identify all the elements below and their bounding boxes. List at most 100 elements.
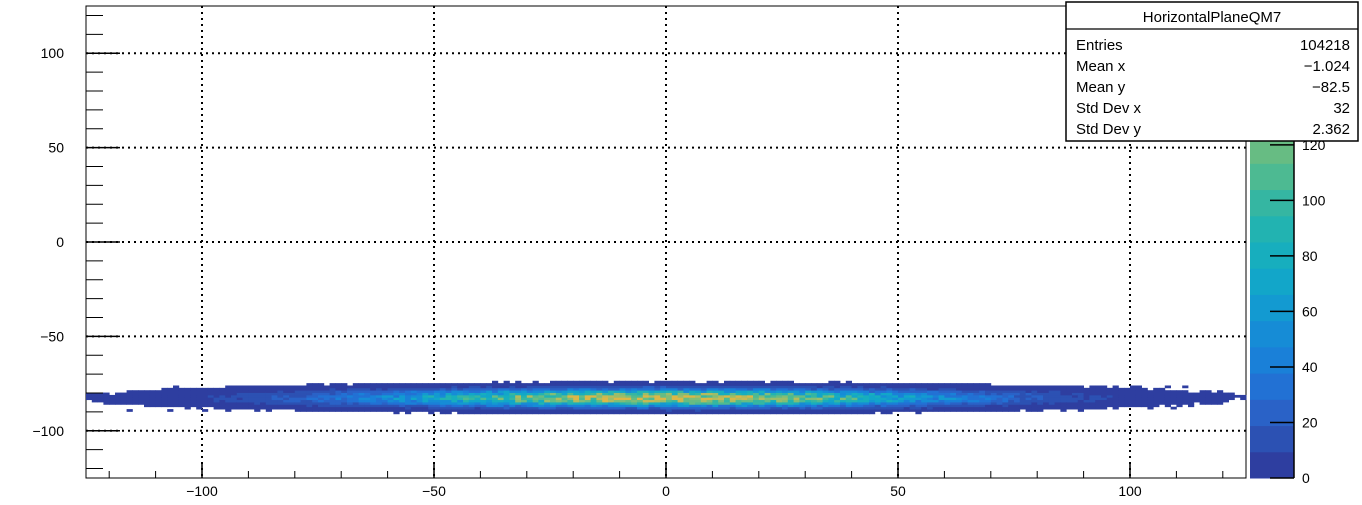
histogram-cell bbox=[1135, 392, 1142, 396]
histogram-cell bbox=[544, 404, 551, 408]
histogram-cell bbox=[521, 399, 528, 403]
histogram-cell bbox=[584, 392, 591, 396]
histogram-cell bbox=[1066, 392, 1073, 396]
histogram-cell bbox=[300, 397, 307, 401]
histogram-cell bbox=[550, 404, 557, 408]
histogram-cell bbox=[213, 390, 220, 393]
histogram-cell bbox=[822, 409, 829, 412]
histogram-cell bbox=[457, 399, 464, 403]
histogram-cell bbox=[544, 383, 551, 386]
histogram-cell bbox=[439, 399, 446, 403]
histogram-cell bbox=[602, 394, 609, 398]
histogram-cell bbox=[352, 402, 359, 405]
histogram-cell bbox=[1130, 404, 1137, 408]
histogram-cell bbox=[410, 399, 417, 403]
histogram-cell bbox=[822, 406, 829, 410]
histogram-cell bbox=[289, 394, 296, 398]
histogram-cell bbox=[1205, 402, 1212, 405]
histogram-cell bbox=[787, 402, 794, 405]
histogram-cell bbox=[561, 402, 568, 405]
histogram-cell bbox=[364, 383, 371, 386]
histogram-cell bbox=[300, 406, 307, 410]
histogram-cell bbox=[903, 394, 910, 398]
histogram-cell bbox=[1228, 394, 1235, 398]
histogram-cell bbox=[712, 409, 719, 412]
histogram-cell bbox=[613, 387, 620, 391]
histogram-cell bbox=[167, 392, 174, 396]
histogram-cell bbox=[381, 394, 388, 398]
histogram-cell bbox=[393, 409, 400, 412]
histogram-cell bbox=[584, 409, 591, 412]
histogram-cell bbox=[474, 397, 481, 401]
histogram-cell bbox=[654, 404, 661, 408]
histogram-cell bbox=[845, 411, 852, 415]
histogram-cell bbox=[1159, 399, 1166, 403]
histogram-cell bbox=[370, 383, 377, 386]
histogram-cell bbox=[399, 394, 406, 398]
histogram-cell bbox=[718, 411, 725, 415]
histogram-cell bbox=[869, 402, 876, 405]
histogram-cell bbox=[196, 387, 203, 391]
histogram-cell bbox=[231, 397, 238, 401]
histogram-cell bbox=[335, 390, 342, 393]
histogram-cell bbox=[1153, 387, 1160, 391]
histogram-cell bbox=[950, 394, 957, 398]
histogram-cell bbox=[1199, 399, 1206, 403]
histogram-cell bbox=[990, 387, 997, 391]
histogram-cell bbox=[834, 387, 841, 391]
histogram-cell bbox=[869, 404, 876, 408]
histogram-cell bbox=[1048, 385, 1055, 389]
histogram-cell bbox=[683, 380, 690, 384]
histogram-cell bbox=[834, 392, 841, 396]
histogram-cell bbox=[1147, 399, 1154, 403]
histogram-cell bbox=[399, 404, 406, 408]
histogram-cell bbox=[666, 380, 673, 384]
histogram-cell bbox=[422, 394, 429, 398]
histogram-cell bbox=[793, 406, 800, 410]
histogram-cell bbox=[387, 383, 394, 386]
stats-value-mean-y: −82.5 bbox=[1312, 79, 1350, 96]
histogram-cell bbox=[776, 409, 783, 412]
histogram-cell bbox=[1066, 394, 1073, 398]
histogram-cell bbox=[637, 399, 644, 403]
histogram-cell bbox=[573, 399, 580, 403]
histogram-cell bbox=[219, 404, 226, 408]
histogram-cell bbox=[608, 387, 615, 391]
histogram-cell bbox=[863, 409, 870, 412]
histogram-cell bbox=[538, 402, 545, 405]
histogram-cell bbox=[973, 392, 980, 396]
histogram-cell bbox=[770, 385, 777, 389]
histogram-cell bbox=[347, 390, 354, 393]
histogram-cell bbox=[764, 390, 771, 393]
histogram-cell bbox=[503, 411, 510, 415]
histogram-cell bbox=[312, 390, 319, 393]
histogram-cell bbox=[196, 399, 203, 403]
histogram-cell bbox=[695, 385, 702, 389]
histogram-cell bbox=[352, 406, 359, 410]
histogram-cell bbox=[399, 385, 406, 389]
histogram-cell bbox=[1037, 394, 1044, 398]
histogram-cell bbox=[793, 397, 800, 401]
histogram-cell bbox=[1170, 402, 1177, 405]
histogram-cell bbox=[370, 392, 377, 396]
histogram-cell bbox=[990, 390, 997, 393]
histogram-cell bbox=[677, 411, 684, 415]
histogram-cell bbox=[497, 409, 504, 412]
histogram-cell bbox=[834, 406, 841, 410]
histogram-cell bbox=[706, 387, 713, 391]
histogram-cell bbox=[967, 402, 974, 405]
histogram-cell bbox=[405, 402, 412, 405]
histogram-cell bbox=[1008, 397, 1015, 401]
histogram-cell bbox=[637, 402, 644, 405]
histogram-cell bbox=[573, 406, 580, 410]
histogram-cell bbox=[642, 397, 649, 401]
histogram-cell bbox=[985, 406, 992, 410]
histogram-cell bbox=[793, 399, 800, 403]
histogram-cell bbox=[439, 392, 446, 396]
histogram-cell bbox=[1118, 387, 1125, 391]
histogram-cell bbox=[729, 402, 736, 405]
histogram-cell bbox=[880, 397, 887, 401]
histogram-cell bbox=[793, 411, 800, 415]
histogram-cell bbox=[915, 383, 922, 386]
histogram-cell bbox=[1077, 406, 1084, 410]
